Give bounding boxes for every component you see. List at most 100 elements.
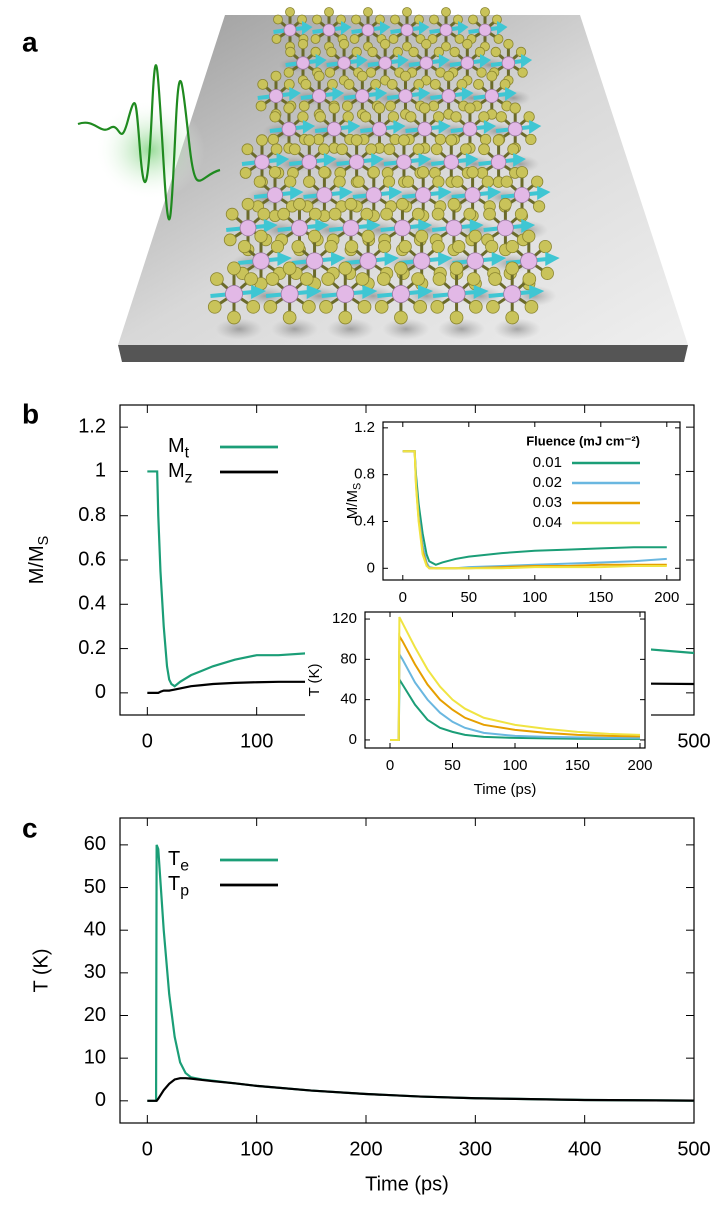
ligand-atom bbox=[357, 300, 372, 314]
ligand-atom bbox=[285, 7, 295, 17]
metal-atom bbox=[514, 186, 531, 203]
ligand-atom bbox=[449, 310, 464, 325]
metal-atom bbox=[361, 23, 375, 37]
y-tick-label: 1.2 bbox=[354, 419, 375, 436]
legend-label: 0.02 bbox=[533, 474, 562, 491]
metal-atom bbox=[254, 154, 270, 170]
y-tick-label: 1 bbox=[95, 460, 106, 482]
ligand-atom bbox=[324, 240, 338, 254]
ligand-atom bbox=[430, 143, 443, 156]
ligand-atom bbox=[463, 207, 477, 221]
atom-shadow bbox=[438, 318, 486, 340]
y-tick-label: 80 bbox=[340, 650, 357, 667]
ligand-atom bbox=[503, 38, 514, 50]
metal-atom bbox=[266, 186, 283, 203]
spin-arrowhead bbox=[366, 219, 381, 233]
spin-arrowhead bbox=[315, 54, 327, 68]
y-tick-label: 120 bbox=[332, 610, 357, 627]
spin-arrowhead bbox=[418, 285, 434, 299]
y-axis-label: T (K) bbox=[306, 663, 323, 696]
metal-atom bbox=[419, 56, 433, 70]
y-axis-label: M/MS bbox=[344, 483, 363, 519]
panel-label: a bbox=[22, 26, 38, 57]
ligand-atom bbox=[480, 7, 490, 17]
ligand-atom bbox=[396, 197, 409, 211]
legend-label: 0.04 bbox=[533, 514, 562, 531]
ligand-atom bbox=[402, 7, 412, 17]
ligand-atom bbox=[356, 70, 368, 82]
metal-atom bbox=[337, 56, 351, 70]
ligand-atom bbox=[517, 67, 528, 78]
ligand-atom bbox=[411, 207, 425, 221]
ligand-atom bbox=[269, 111, 281, 123]
ligand-atom bbox=[540, 266, 554, 280]
ligand-atom bbox=[376, 272, 391, 286]
spin-arrowhead bbox=[479, 54, 492, 68]
ligand-atom bbox=[386, 78, 398, 90]
ligand-atom bbox=[303, 134, 316, 147]
spin-arrowhead bbox=[418, 87, 431, 101]
ligand-atom bbox=[293, 197, 306, 211]
metal-atom bbox=[283, 23, 297, 37]
metal-atom bbox=[355, 88, 370, 104]
series-line bbox=[147, 844, 694, 1102]
ligand-atom bbox=[302, 300, 316, 314]
y-tick-label: 0 bbox=[349, 731, 357, 748]
ligand-atom bbox=[328, 102, 340, 114]
metal-atom bbox=[280, 285, 299, 303]
ligand-atom bbox=[363, 7, 373, 17]
metal-atom bbox=[417, 121, 433, 137]
x-tick-label: 50 bbox=[444, 757, 461, 774]
ligand-atom bbox=[505, 310, 520, 325]
ligand-atom bbox=[405, 111, 417, 123]
ligand-atom bbox=[522, 229, 536, 243]
ligand-atom bbox=[288, 143, 301, 156]
ligand-atom bbox=[270, 70, 282, 82]
y-tick-label: 10 bbox=[84, 1046, 106, 1068]
ligand-atom bbox=[428, 100, 440, 112]
y-tick-label: 0.6 bbox=[78, 548, 106, 570]
spin-arrowhead bbox=[323, 153, 337, 167]
metal-atom bbox=[503, 285, 522, 303]
ligand-atom bbox=[464, 102, 476, 114]
ligand-atom bbox=[473, 78, 484, 90]
spin-arrowhead bbox=[362, 285, 378, 299]
ligand-atom bbox=[241, 143, 254, 156]
ligand-atom bbox=[270, 240, 285, 254]
metal-atom bbox=[415, 186, 432, 203]
x-tick-label: 100 bbox=[240, 730, 273, 752]
ligand-atom bbox=[486, 300, 500, 314]
ligand-atom bbox=[417, 166, 430, 179]
spin-arrowhead bbox=[315, 219, 330, 233]
ligand-atom bbox=[223, 233, 237, 247]
spin-arrowhead bbox=[418, 219, 433, 233]
metal-atom bbox=[447, 285, 466, 303]
metal-atom bbox=[439, 23, 453, 37]
ligand-atom bbox=[210, 272, 224, 286]
ligand-atom bbox=[538, 240, 552, 254]
spin-arrowhead bbox=[393, 120, 406, 134]
ligand-atom bbox=[429, 78, 441, 90]
ligand-atom bbox=[432, 272, 447, 286]
ligand-atom bbox=[500, 175, 513, 188]
ligand-atom bbox=[277, 207, 290, 221]
metal-atom bbox=[441, 88, 456, 104]
spin-arrowhead bbox=[277, 252, 292, 266]
metal-atom bbox=[466, 252, 484, 270]
legend-label: 0.01 bbox=[533, 454, 562, 471]
ligand-atom bbox=[308, 207, 322, 221]
ligand-atom bbox=[328, 207, 342, 221]
spin-arrowhead bbox=[356, 54, 368, 68]
ligand-atom bbox=[237, 240, 252, 254]
spin-arrowhead bbox=[371, 153, 384, 167]
spin-arrowhead bbox=[438, 186, 452, 200]
chart: 0 50 100 150 200 0 40 80 120 Time (ps) T (K) bbox=[305, 604, 653, 810]
metal-atom bbox=[348, 154, 365, 170]
ligand-atom bbox=[256, 134, 268, 147]
metal-atom bbox=[443, 154, 459, 170]
ligand-atom bbox=[268, 166, 282, 179]
x-tick-label: 500 bbox=[677, 1138, 710, 1160]
ligand-atom bbox=[271, 34, 282, 44]
ligand-atom bbox=[454, 34, 465, 44]
ligand-atom bbox=[380, 207, 393, 221]
